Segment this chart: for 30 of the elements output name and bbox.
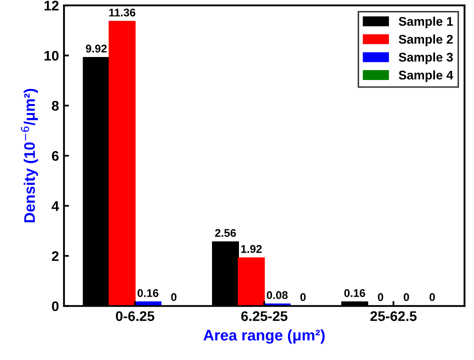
data-label: 0.08 <box>266 291 288 300</box>
y-tick-label: 2 <box>52 251 59 261</box>
bar <box>108 20 136 306</box>
data-label: 0.16 <box>138 289 158 298</box>
y-tick-label: 4 <box>52 201 60 211</box>
data-label: 0.16 <box>344 289 366 298</box>
legend-label: Sample 2 <box>398 34 453 46</box>
legend-label: Sample 4 <box>398 70 454 82</box>
data-label: 0 <box>430 293 435 302</box>
legend-label: Sample 3 <box>398 52 453 64</box>
data-label: 0 <box>171 293 176 302</box>
data-label: 0 <box>300 293 306 302</box>
y-tick-label: 8 <box>52 100 59 111</box>
data-label: 0 <box>404 293 410 302</box>
y-tick-label: 0 <box>52 301 59 312</box>
y-tick-label: 10 <box>44 50 59 61</box>
y-tick-label: 6 <box>52 151 59 161</box>
data-label: 11.36 <box>109 8 136 16</box>
bar <box>238 257 265 306</box>
data-label: 1.92 <box>241 245 262 253</box>
legend-label: Sample 1 <box>398 16 453 28</box>
data-label: 0 <box>378 293 384 302</box>
x-tick-label: 6.25-25 <box>241 311 288 322</box>
data-label: 2.56 <box>215 229 236 237</box>
x-tick-label: 25-62.5 <box>370 311 417 322</box>
x-tick-label: 0-6.25 <box>116 311 154 322</box>
x-axis-title: Area range (μm²) <box>204 329 325 344</box>
y-axis-title: Density (10$^{−6}$/μm²) <box>21 88 38 222</box>
y-tick-label: 12 <box>44 0 59 10</box>
data-label: 9.92 <box>86 44 107 53</box>
